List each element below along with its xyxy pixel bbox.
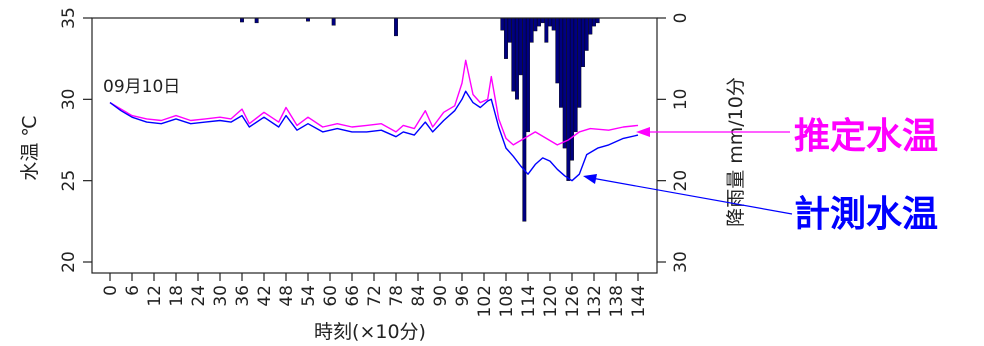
rain-bar xyxy=(562,17,567,149)
y-left-tick-label: 20 xyxy=(59,251,79,273)
y-axis-label-left: 水温 ℃ xyxy=(19,115,41,180)
rain-bar xyxy=(548,17,552,27)
arrowhead-measured xyxy=(583,174,597,184)
rain-bar xyxy=(573,17,578,133)
rain-bar xyxy=(588,17,593,35)
rain-bar xyxy=(522,17,527,222)
legend-estimated-label: 推定水温 xyxy=(794,116,938,157)
x-tick-label: 6 xyxy=(123,285,143,296)
legend-measured-label: 計測水温 xyxy=(794,194,938,235)
series-line-estimated xyxy=(109,59,639,146)
rain-bar xyxy=(504,17,508,59)
x-tick-label: 0 xyxy=(101,285,121,296)
y-right-tick-label: 30 xyxy=(671,251,691,273)
rain-bar xyxy=(581,17,585,67)
x-tick-label: 66 xyxy=(343,285,363,307)
rain-bar xyxy=(500,17,505,31)
x-tick-label: 132 xyxy=(585,285,605,317)
rain-bar xyxy=(566,17,571,181)
x-tick-label: 84 xyxy=(409,285,429,307)
rain-bar xyxy=(577,17,582,108)
x-tick-label: 54 xyxy=(299,285,319,307)
y-left-tick-label: 35 xyxy=(59,7,79,29)
x-tick-label: 96 xyxy=(453,285,473,307)
rain-bar xyxy=(254,17,259,24)
x-tick-label: 78 xyxy=(387,285,407,307)
y-right-tick-label: 10 xyxy=(671,89,691,111)
date-label: 09月10日 xyxy=(103,77,180,97)
temperature-lines xyxy=(109,59,639,182)
x-tick-label: 114 xyxy=(519,285,539,317)
rain-bar xyxy=(394,17,398,37)
axes xyxy=(83,17,666,281)
series-line-measured xyxy=(109,90,639,182)
rain-bar xyxy=(559,17,563,108)
rain-bar xyxy=(592,17,596,27)
x-tick-label: 72 xyxy=(365,285,385,307)
rain-bar xyxy=(544,17,549,43)
x-tick-label: 108 xyxy=(497,285,517,317)
rain-bar xyxy=(240,17,244,23)
x-tick-label: 30 xyxy=(211,285,231,307)
rain-bar xyxy=(533,17,538,32)
rain-bar xyxy=(529,17,534,43)
rain-bar xyxy=(511,17,516,92)
x-tick-label: 42 xyxy=(255,285,275,307)
x-tick-label: 126 xyxy=(563,285,583,317)
rain-bar xyxy=(537,17,541,27)
x-tick-label: 24 xyxy=(189,285,209,307)
rain-bar xyxy=(551,17,556,31)
rain-bar xyxy=(584,17,589,51)
rain-bar xyxy=(507,17,512,43)
arrowhead-estimated xyxy=(636,127,650,137)
x-tick-label: 48 xyxy=(277,285,297,307)
x-tick-label: 12 xyxy=(145,285,165,307)
rain-bar xyxy=(515,17,519,100)
x-tick-label: 18 xyxy=(167,285,187,307)
rain-bar xyxy=(540,17,545,24)
x-tick-label: 120 xyxy=(541,285,561,317)
pointer-arrow-measured xyxy=(585,176,793,215)
y-axis-label-right: 降雨量 mm/10分 xyxy=(725,77,747,227)
y-right-tick-label: 0 xyxy=(671,13,691,24)
x-tick-label: 36 xyxy=(233,285,253,307)
x-axis-label: 時刻(×10分) xyxy=(314,321,426,343)
x-tick-label: 102 xyxy=(475,285,495,317)
rain-bar xyxy=(518,17,523,76)
y-left-tick-label: 30 xyxy=(59,89,79,111)
x-tick-label: 138 xyxy=(607,285,627,317)
y-left-tick-label: 25 xyxy=(59,170,79,192)
y-right-tick-label: 20 xyxy=(671,170,691,192)
rain-bar xyxy=(331,17,336,26)
rain-bar xyxy=(555,17,560,84)
x-tick-label: 60 xyxy=(321,285,341,307)
rain-bar xyxy=(595,17,600,24)
x-tick-label: 90 xyxy=(431,285,451,307)
rain-bar xyxy=(526,17,530,133)
x-tick-label: 144 xyxy=(629,285,649,317)
